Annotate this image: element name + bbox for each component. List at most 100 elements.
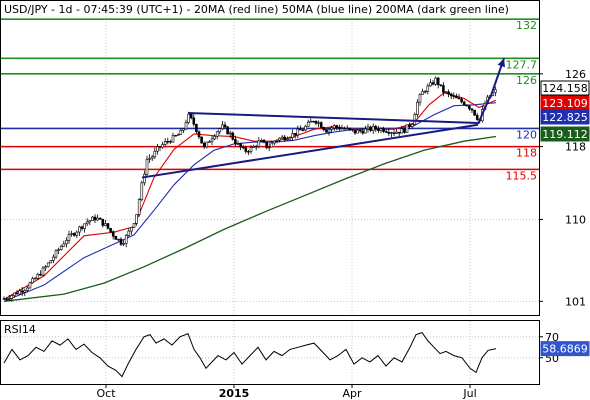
candle-body-89: [234, 139, 237, 145]
candle-body-53: [140, 182, 144, 200]
ma20-line: [3, 92, 497, 300]
candle-body-149: [390, 132, 393, 134]
time-axis: Oct 2015 Apr Jul: [96, 384, 477, 400]
level-label-118: 118: [516, 147, 537, 160]
y-tick-label-101: 101: [565, 295, 586, 308]
ma200-series: [3, 135, 497, 302]
candle-body-18: [49, 260, 53, 264]
candle-body-135: [353, 129, 357, 134]
candle-body-34: [91, 216, 94, 221]
candle-body-104: [273, 140, 276, 144]
rsi-badge: [540, 341, 590, 357]
trendline-1: [141, 123, 479, 179]
candle-body-67: [176, 134, 180, 136]
candle-body-75: [197, 131, 201, 138]
candle-body-129: [338, 127, 341, 130]
candle-body-58: [153, 150, 157, 158]
candle-body-62: [163, 141, 167, 145]
candle-body-37: [98, 217, 102, 220]
candle-body-76: [200, 136, 203, 144]
candle-body-123: [322, 127, 326, 131]
candle-body-1: [5, 298, 8, 300]
candle-body-30: [80, 226, 84, 229]
candle-body-163: [426, 85, 430, 92]
ma50-line: [3, 102, 497, 302]
candle-body-79: [208, 141, 211, 143]
price-badge-ma200: [540, 126, 590, 142]
x-tick-label-Oct: Oct: [96, 387, 116, 400]
candle-body-19: [52, 256, 55, 261]
level-label-115.5: 115.5: [506, 169, 538, 182]
candle-body-121: [317, 122, 320, 124]
candle-body-39: [104, 223, 107, 226]
candle-body-106: [278, 137, 281, 141]
candle-body-50: [132, 223, 136, 228]
candle-body-55: [145, 159, 149, 175]
candle-body-15: [41, 267, 45, 276]
candle-body-113: [296, 128, 300, 136]
trendline-3: [477, 96, 491, 125]
candle-body-103: [270, 142, 274, 148]
candle-body-29: [78, 226, 81, 233]
candle-body-22: [59, 245, 63, 250]
candle-body-101: [265, 141, 268, 149]
candle-body-153: [400, 128, 404, 134]
chart-title: USD/JPY - 1d - 07:45:39 (UTC+1) - 20MA (…: [4, 3, 509, 16]
candle-body-122: [319, 122, 323, 128]
candle-body-12: [33, 277, 37, 280]
candle-body-145: [379, 128, 383, 131]
candle-body-73: [192, 117, 196, 125]
candle-body-49: [130, 227, 133, 232]
candle-body-109: [286, 138, 289, 141]
candle-body-97: [254, 146, 258, 148]
main-gridlines: [1, 1, 539, 315]
candle-body-27: [72, 233, 76, 236]
ma20-series: [3, 92, 497, 300]
candle-body-4: [13, 292, 16, 296]
candle-body-140: [366, 126, 370, 130]
candle-body-128: [335, 125, 339, 128]
price-badge-label-ma20: 123.109: [542, 97, 588, 110]
candle-body-124: [325, 129, 328, 133]
candle-body-127: [332, 125, 336, 129]
candle-body-162: [423, 91, 427, 93]
candle-body-112: [293, 133, 297, 136]
candle-body-173: [452, 95, 456, 97]
price-badge-ma50: [540, 109, 590, 125]
candle-body-90: [236, 143, 240, 145]
candle-body-92: [241, 146, 245, 149]
level-label-132: 132: [516, 19, 537, 32]
candle-body-100: [262, 139, 266, 143]
rsi-series: [3, 332, 497, 378]
candle-body-82: [215, 131, 219, 137]
y-tick-label-110: 110: [565, 213, 586, 226]
candle-body-137: [358, 129, 362, 132]
candle-body-80: [210, 138, 214, 143]
level-label-120: 120: [516, 128, 537, 141]
candle-body-64: [169, 141, 172, 143]
candle-body-11: [31, 278, 34, 284]
candle-body-164: [429, 82, 432, 87]
candle-body-159: [416, 101, 419, 115]
candle-body-116: [304, 125, 307, 131]
candle-body-134: [351, 128, 354, 131]
candle-body-95: [249, 147, 253, 153]
candle-body-139: [364, 128, 367, 134]
rsi-y-tick-label-70: 70: [545, 331, 559, 344]
candle-body-168: [439, 84, 443, 86]
candle-body-38: [101, 218, 105, 226]
candle-body-51: [135, 214, 138, 224]
candle-body-77: [202, 142, 206, 148]
candle-body-32: [85, 221, 89, 225]
ma200-line: [3, 135, 497, 302]
candle-body-167: [436, 77, 440, 85]
candle-body-96: [252, 146, 255, 148]
candle-body-125: [327, 129, 331, 133]
candle-body-133: [348, 127, 352, 130]
candle-body-35: [93, 216, 97, 221]
trendlines: [141, 58, 506, 179]
candle-body-40: [106, 223, 110, 229]
candle-body-42: [111, 231, 115, 237]
candle-body-45: [119, 238, 123, 245]
candle-body-178: [465, 104, 469, 107]
